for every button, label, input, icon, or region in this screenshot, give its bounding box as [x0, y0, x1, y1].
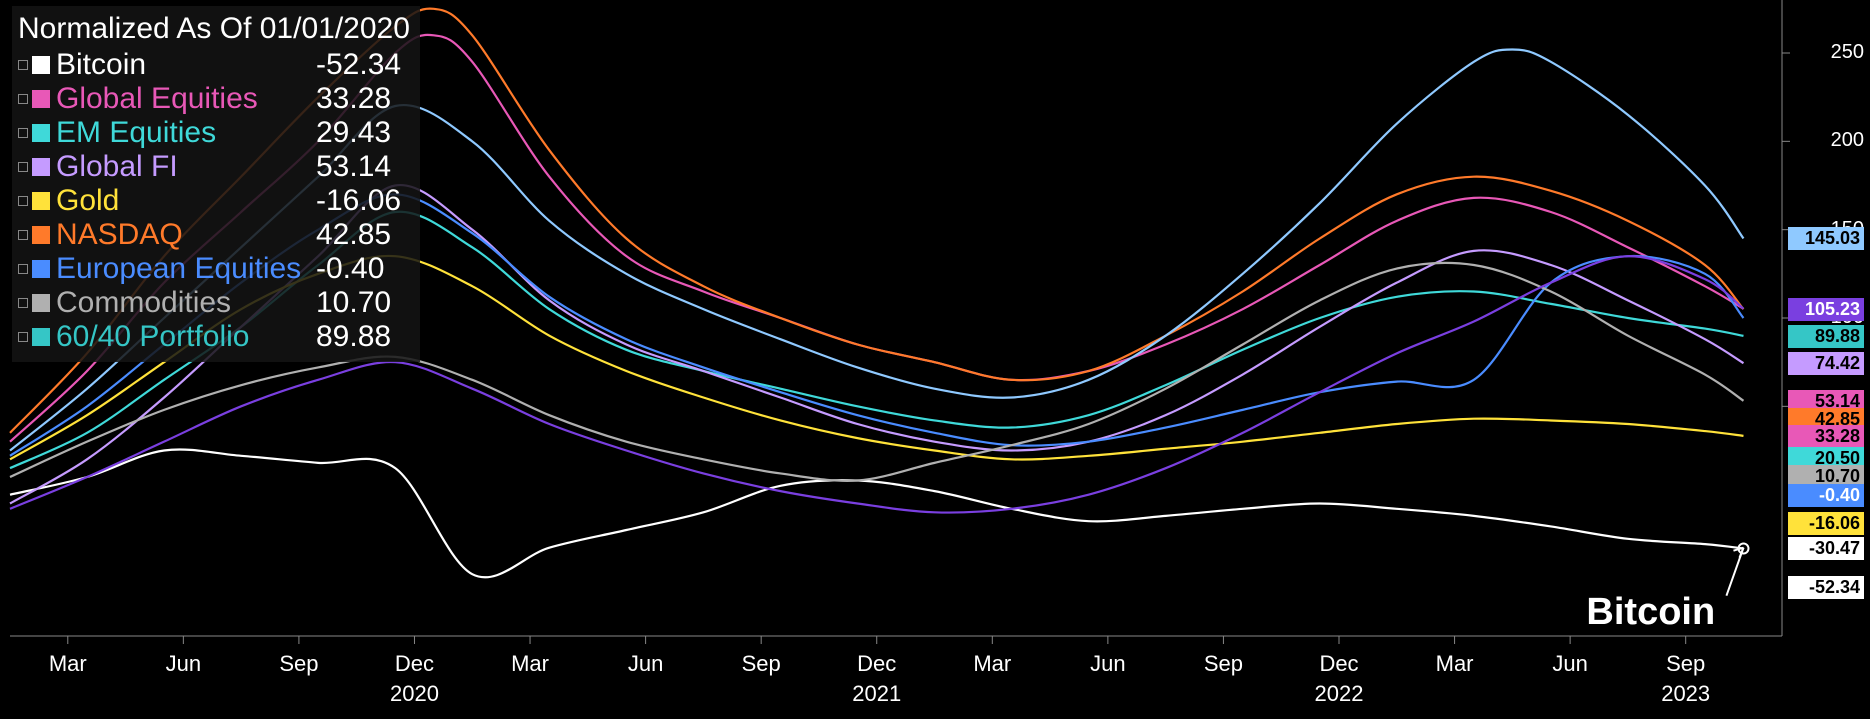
x-tick-month: Jun: [1552, 651, 1587, 677]
x-tick-year: 2023: [1661, 681, 1710, 707]
x-tick-month: Mar: [1436, 651, 1474, 677]
end-value-label: 74.42: [1788, 352, 1864, 375]
x-tick-month: Sep: [1666, 651, 1705, 677]
legend-item: NASDAQ42.85: [18, 218, 410, 252]
legend-value: 42.85: [316, 218, 391, 252]
x-tick-month: Mar: [511, 651, 549, 677]
x-tick-month: Dec: [395, 651, 434, 677]
end-value-label: -30.47: [1788, 537, 1864, 560]
x-tick-month: Sep: [742, 651, 781, 677]
series-bitcoin: [10, 449, 1743, 577]
end-value-label: -0.40: [1788, 484, 1864, 507]
legend-value: 89.88: [316, 320, 391, 354]
x-tick-month: Dec: [857, 651, 896, 677]
legend-value: 33.28: [316, 82, 391, 116]
end-value-label: 105.23: [1788, 298, 1864, 321]
legend-item: Global Equities33.28: [18, 82, 410, 116]
x-tick-month: Jun: [166, 651, 201, 677]
x-tick-month: Dec: [1319, 651, 1358, 677]
legend-item: 60/40 Portfolio89.88: [18, 320, 410, 354]
end-value-label: -52.34: [1788, 576, 1864, 599]
legend-item: Global FI53.14: [18, 150, 410, 184]
legend-item: European Equities-0.40: [18, 252, 410, 286]
legend-title: Normalized As Of 01/01/2020: [18, 12, 410, 46]
legend-name: Global Equities: [56, 82, 316, 116]
legend-value: 10.70: [316, 286, 391, 320]
legend-item: EM Equities29.43: [18, 116, 410, 150]
y-tick: 250: [1788, 41, 1864, 64]
legend-value: -0.40: [316, 252, 384, 286]
legend-value: -16.06: [316, 184, 401, 218]
x-tick-month: Sep: [279, 651, 318, 677]
legend-value: -52.34: [316, 48, 401, 82]
legend-item: Bitcoin-52.34: [18, 48, 410, 82]
legend-name: European Equities: [56, 252, 316, 286]
x-tick-month: Jun: [1090, 651, 1125, 677]
bitcoin-annotation: Bitcoin: [1586, 591, 1715, 634]
legend-name: EM Equities: [56, 116, 316, 150]
x-tick-year: 2022: [1315, 681, 1364, 707]
legend-value: 53.14: [316, 150, 391, 184]
legend-value: 29.43: [316, 116, 391, 150]
end-value-label: 145.03: [1788, 227, 1864, 250]
legend-item: Gold-16.06: [18, 184, 410, 218]
legend-name: NASDAQ: [56, 218, 316, 252]
legend-name: Bitcoin: [56, 48, 316, 82]
end-value-label: 33.28: [1788, 425, 1864, 448]
legend-name: 60/40 Portfolio: [56, 320, 316, 354]
legend-name: Global FI: [56, 150, 316, 184]
legend-name: Gold: [56, 184, 316, 218]
x-tick-month: Mar: [49, 651, 87, 677]
x-tick-month: Jun: [628, 651, 663, 677]
x-tick-month: Mar: [973, 651, 1011, 677]
legend-panel: Normalized As Of 01/01/2020 Bitcoin-52.3…: [12, 6, 420, 362]
x-tick-year: 2020: [390, 681, 439, 707]
end-value-label: -16.06: [1788, 512, 1864, 535]
end-value-label: 89.88: [1788, 325, 1864, 348]
legend-name: Commodities: [56, 286, 316, 320]
legend-item: Commodities10.70: [18, 286, 410, 320]
x-tick-month: Sep: [1204, 651, 1243, 677]
y-tick: 200: [1788, 129, 1864, 152]
x-tick-year: 2021: [852, 681, 901, 707]
x-axis: Mar Jun Sep Dec Mar Jun Sep Dec Mar Jun Sep Dec Mar J…: [0, 651, 1870, 719]
